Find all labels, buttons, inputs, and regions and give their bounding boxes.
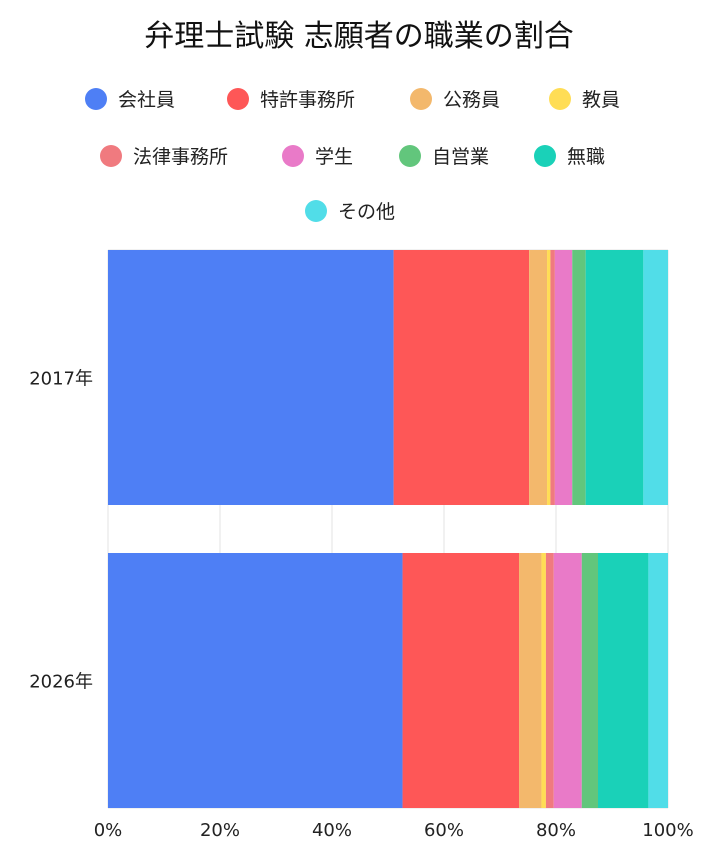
legend-item-8[interactable]: その他 (305, 200, 395, 223)
x-tick-label: 0% (94, 820, 123, 841)
bar-segment[interactable] (402, 553, 520, 808)
legend-swatch (85, 88, 107, 110)
legend-swatch (305, 200, 327, 222)
bar-segment[interactable] (585, 250, 644, 505)
legend-swatch (227, 88, 249, 110)
legend-item-6[interactable]: 自営業 (399, 145, 489, 168)
bar-segment[interactable] (108, 553, 403, 808)
bar-group-0 (108, 250, 668, 505)
legend-swatch (534, 145, 556, 167)
bar-group-1 (108, 553, 668, 808)
legend-swatch (399, 145, 421, 167)
bar-segment[interactable] (550, 250, 555, 505)
x-axis-ticks: 0% 20% 40% 60% 80% 100% (94, 820, 694, 841)
bar-segment[interactable] (554, 250, 573, 505)
x-tick-label: 100% (642, 820, 693, 841)
x-tick-label: 60% (424, 820, 464, 841)
legend-item-3[interactable]: 教員 (549, 88, 620, 111)
bar-segment[interactable] (553, 553, 582, 808)
bars (108, 250, 668, 808)
bar-segment[interactable] (581, 553, 598, 808)
x-tick-label: 40% (312, 820, 352, 841)
bar-segment[interactable] (572, 250, 586, 505)
legend-swatch (282, 145, 304, 167)
legend-swatch (410, 88, 432, 110)
bar-segment[interactable] (108, 250, 394, 505)
legend-item-2[interactable]: 公務員 (410, 88, 500, 111)
legend-item-5[interactable]: 学生 (282, 145, 353, 168)
legend-item-0[interactable]: 会社員 (85, 88, 175, 111)
legend-label: 教員 (582, 89, 620, 111)
bar-segment[interactable] (643, 250, 668, 505)
bar-segment[interactable] (541, 553, 546, 808)
legend-swatch (100, 145, 122, 167)
legend-item-4[interactable]: 法律事務所 (100, 145, 228, 168)
y-tick-label: 2026年 (29, 672, 93, 693)
legend-label: 公務員 (443, 89, 500, 111)
y-tick-label: 2017年 (29, 369, 93, 390)
bar-segment[interactable] (547, 250, 551, 505)
legend-swatch (549, 88, 571, 110)
legend-label: 会社員 (118, 89, 175, 111)
bar-segment[interactable] (529, 250, 548, 505)
legend-label: 学生 (315, 146, 353, 168)
bar-segment[interactable] (598, 553, 649, 808)
legend-label: 自営業 (432, 146, 489, 168)
bar-segment[interactable] (648, 553, 668, 808)
legend-label: 特許事務所 (260, 89, 355, 111)
y-axis-ticks: 2017年 2026年 (29, 369, 93, 693)
chart-title: 弁理士試験 志願者の職業の割合 (144, 19, 574, 54)
legend-item-7[interactable]: 無職 (534, 145, 605, 168)
legend-label: 無職 (567, 146, 605, 168)
legend-item-1[interactable]: 特許事務所 (227, 88, 355, 111)
bar-segment[interactable] (393, 250, 530, 505)
legend-label: 法律事務所 (133, 146, 228, 168)
x-tick-label: 20% (200, 820, 240, 841)
legend-label: その他 (338, 201, 395, 223)
bar-segment[interactable] (519, 553, 542, 808)
bar-segment[interactable] (545, 553, 554, 808)
x-tick-label: 80% (536, 820, 576, 841)
